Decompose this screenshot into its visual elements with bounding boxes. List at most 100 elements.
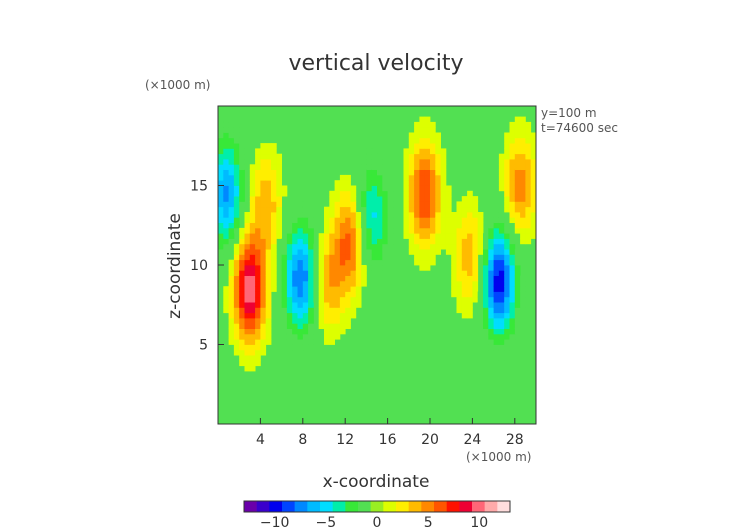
heatmap-cell (371, 227, 378, 234)
heatmap-cell (281, 328, 288, 335)
heatmap-cell (514, 159, 521, 165)
heatmap-cell (451, 259, 457, 266)
heatmap-cell (308, 217, 314, 223)
heatmap-cell (302, 243, 309, 250)
heatmap-cell (366, 222, 373, 229)
heatmap-cell (324, 259, 330, 266)
heatmap-cell (514, 206, 521, 213)
heatmap-cell (339, 222, 346, 229)
heatmap-cell (366, 164, 373, 170)
heatmap-cell (509, 339, 516, 345)
heatmap-cell (218, 201, 224, 208)
heatmap-cell (504, 169, 510, 176)
heatmap-cell (461, 249, 468, 255)
heatmap-cell (218, 206, 224, 213)
heatmap-cell (324, 296, 330, 303)
heatmap-cell (329, 307, 335, 314)
heatmap-cell (440, 180, 447, 186)
heatmap-cell (329, 227, 335, 234)
heatmap-cell (424, 116, 431, 123)
heatmap-cell (525, 137, 532, 144)
heatmap-cell (276, 233, 282, 239)
heatmap-cell (440, 238, 447, 245)
heatmap-cell (239, 180, 245, 186)
heatmap-cell (456, 307, 463, 314)
heatmap-cell (461, 302, 468, 308)
heatmap-cell (239, 137, 245, 144)
heatmap-cell (228, 323, 235, 329)
heatmap-cell (334, 243, 341, 250)
heatmap-cell (308, 339, 314, 345)
heatmap-cell (530, 201, 536, 208)
heatmap-cell (509, 238, 516, 245)
heatmap-cell (271, 148, 277, 155)
colorbar-tick-label: −10 (260, 515, 290, 531)
heatmap-cell (249, 196, 256, 202)
heatmap-cell (223, 227, 229, 234)
heatmap-cell (265, 270, 272, 276)
heatmap-cell (483, 233, 489, 239)
heatmap-cell (509, 212, 516, 218)
heatmap-cell (271, 143, 277, 149)
heatmap-cell (265, 291, 272, 298)
x-tick-label: 8 (298, 432, 307, 448)
heatmap-cell (456, 227, 463, 234)
heatmap-cell (239, 233, 245, 239)
heatmap-cell (514, 116, 521, 123)
heatmap-cell (414, 121, 420, 128)
heatmap-cell (498, 159, 505, 165)
heatmap-cell (265, 286, 272, 292)
heatmap-cell (403, 196, 410, 202)
heatmap-cell (493, 265, 500, 271)
heatmap-cell (461, 280, 468, 287)
heatmap-cell (430, 185, 436, 192)
heatmap-cell (286, 328, 293, 335)
heatmap-cell (255, 302, 261, 308)
heatmap-cell (361, 212, 367, 218)
heatmap-cell (430, 201, 436, 208)
heatmap-cell (233, 259, 240, 266)
heatmap-cell (477, 296, 484, 303)
heatmap-cell (377, 206, 383, 213)
heatmap-cell (350, 249, 357, 255)
heatmap-cell (249, 243, 256, 250)
heatmap-cell (419, 159, 426, 165)
heatmap-cell (260, 265, 267, 271)
heatmap-cell (233, 307, 240, 314)
heatmap-cell (318, 249, 325, 255)
heatmap-cell (339, 302, 346, 308)
x-axis: 4 8 12 16 20 24 28 (256, 418, 524, 448)
heatmap-cell (292, 243, 298, 250)
heatmap-cell (498, 174, 505, 181)
heatmap-cell (297, 296, 304, 303)
heatmap-cell (488, 238, 494, 245)
heatmap-cell (286, 222, 293, 229)
heatmap-cell (377, 227, 383, 234)
heatmap-cell (223, 180, 229, 186)
heatmap-cell (493, 280, 500, 287)
heatmap-cell (218, 238, 224, 245)
colorbar-swatch (307, 501, 321, 512)
heatmap-cell (334, 222, 341, 229)
heatmap-cell (520, 196, 526, 202)
x-axis-unit: (×1000 m) (466, 450, 531, 464)
heatmap-cell (345, 312, 351, 319)
heatmap-cell (271, 270, 277, 276)
heatmap-cell (509, 121, 516, 128)
heatmap-cell (302, 333, 309, 340)
heatmap-cell (345, 222, 351, 229)
heatmap-cell (297, 323, 304, 329)
heatmap-cell (228, 201, 235, 208)
heatmap-cell (249, 302, 256, 308)
heatmap-cell (371, 169, 378, 176)
heatmap-cell (281, 238, 288, 245)
heatmap-cell (414, 164, 420, 170)
heatmap-cell (324, 238, 330, 245)
heatmap-cell (414, 243, 420, 250)
heatmap-cell (239, 270, 245, 276)
heatmap-cell (514, 185, 521, 192)
heatmap-cell (324, 249, 330, 255)
heatmap-cell (498, 243, 505, 250)
heatmap-cell (472, 280, 479, 287)
heatmap-cell (509, 217, 516, 223)
